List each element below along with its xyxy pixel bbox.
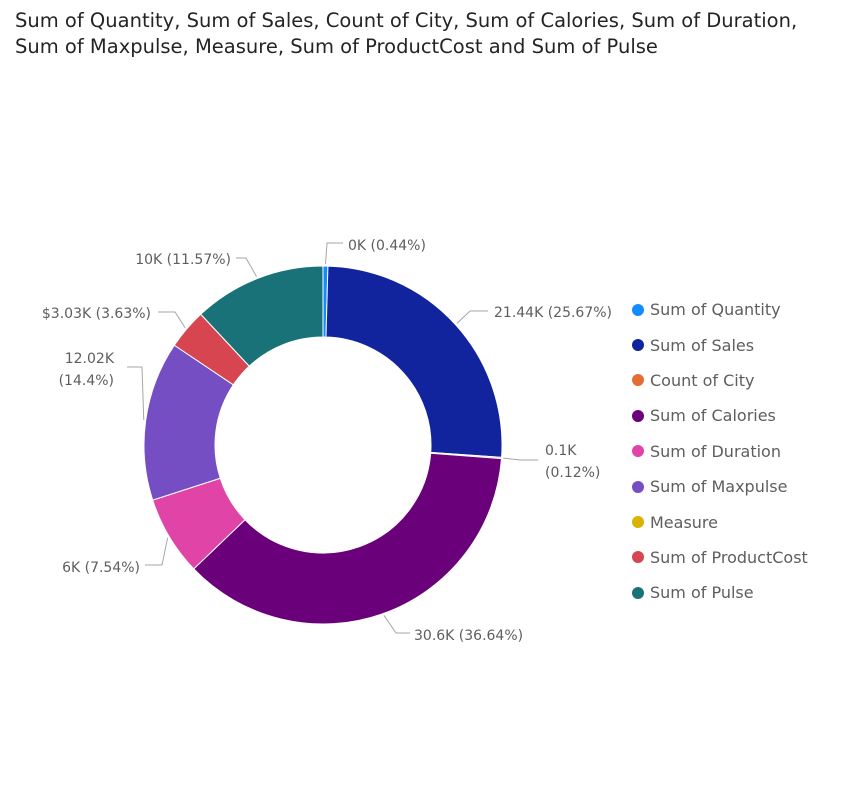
legend-swatch — [632, 339, 644, 352]
slice-sum-of-pulse[interactable] — [200, 265, 324, 367]
data-label: 21.44K (25.67%) — [494, 305, 612, 321]
leader-line — [324, 242, 343, 265]
legend-label: Sum of ProductCost — [650, 547, 808, 567]
data-label: 10K (11.57%) — [135, 252, 231, 268]
legend-swatch — [632, 303, 644, 316]
data-labels-group: 0K (0.44%) 21.44K (25.67%) 0.1K (0.12%) 30.6… — [42, 238, 612, 644]
data-label: 0K (0.44%) — [348, 238, 426, 254]
legend-label: Count of City — [650, 370, 755, 390]
legend-item[interactable]: Sum of Maxpulse — [632, 469, 808, 504]
data-label: 30.6K (36.64%) — [414, 628, 523, 644]
leader-line — [158, 311, 186, 328]
data-label: 12.02K (14.4%) — [59, 351, 115, 389]
data-label: $3.03K (3.63%) — [42, 306, 151, 322]
legend-label: Sum of Maxpulse — [650, 477, 788, 497]
legend-label: Sum of Calories — [650, 406, 776, 426]
legend-label: Sum of Duration — [650, 441, 781, 461]
legend-label: Measure — [650, 512, 718, 532]
legend-item[interactable]: Sum of Quantity — [632, 292, 808, 327]
slice-sum-of-calories[interactable] — [193, 452, 503, 625]
legend-swatch — [632, 551, 644, 564]
leader-line — [383, 615, 410, 634]
legend-item[interactable]: Sum of Sales — [632, 327, 808, 362]
leader-line — [456, 310, 488, 324]
legend-item[interactable]: Sum of Duration — [632, 434, 808, 469]
legend-label: Sum of Pulse — [650, 583, 754, 603]
data-label: 6K (7.54%) — [62, 560, 140, 576]
legend-label: Sum of Quantity — [650, 300, 781, 320]
legend-item[interactable]: Count of City — [632, 363, 808, 398]
chart-title: Sum of Quantity, Sum of Sales, Count of … — [15, 9, 798, 58]
legend-swatch — [632, 586, 644, 599]
legend-swatch — [632, 445, 644, 458]
legend-item[interactable]: Sum of Pulse — [632, 575, 808, 610]
leader-line — [145, 537, 169, 566]
legend-item[interactable]: Measure — [632, 504, 808, 539]
data-label: 0.1K (0.12%) — [545, 443, 600, 481]
leader-line — [127, 366, 145, 420]
legend-swatch — [632, 409, 644, 422]
legend-swatch — [632, 516, 644, 529]
leader-line — [503, 457, 538, 461]
legend-swatch — [632, 480, 644, 493]
legend-label: Sum of Sales — [650, 335, 755, 355]
legend: Sum of Quantity Sum of Sales Count of City… — [632, 292, 808, 611]
slice-sum-of-sales[interactable] — [325, 265, 503, 458]
slices-group — [143, 265, 503, 625]
legend-item[interactable]: Sum of Calories — [632, 398, 808, 433]
leader-line — [236, 257, 257, 277]
legend-swatch — [632, 374, 644, 387]
legend-item[interactable]: Sum of ProductCost — [632, 540, 808, 575]
